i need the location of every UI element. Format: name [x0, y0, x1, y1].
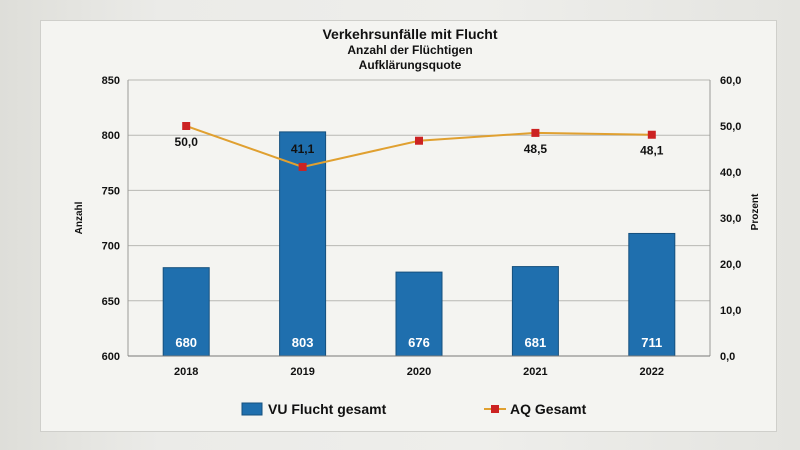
line-data-label: 48,1: [640, 144, 664, 158]
y-axis-right-title: Prozent: [750, 193, 761, 230]
bar-data-label: 803: [292, 335, 314, 350]
bar-data-label: 711: [641, 335, 662, 350]
y-tick-left: 700: [102, 241, 120, 253]
x-tick-label: 2020: [407, 366, 431, 378]
line-data-label: 48,5: [524, 142, 548, 156]
axes: 600 650 700 750 800 850 0,0 10,0 20,0 30,0 40,0 50,…: [102, 75, 742, 378]
legend-label-line: AQ Gesamt: [510, 401, 587, 417]
y-tick-right: 30,0: [720, 213, 741, 225]
line-marker: [182, 122, 191, 130]
chart-subtitle-1: Anzahl der Flüchtigen: [347, 43, 472, 57]
y-axis-left-title: Anzahl: [74, 201, 85, 234]
y-tick-left: 600: [102, 351, 120, 363]
chart-subtitle-2: Aufklärungsquote: [359, 58, 462, 72]
bar: [511, 266, 559, 357]
x-tick-label: 2021: [523, 366, 547, 378]
bar-data-label: 676: [408, 335, 430, 350]
y-tick-right: 50,0: [720, 121, 741, 133]
x-tick-label: 2018: [174, 366, 198, 378]
y-tick-right: 20,0: [720, 259, 741, 271]
bar: [395, 271, 443, 357]
legend-bar-swatch: [241, 402, 263, 416]
bar-data-label: 680: [175, 335, 197, 350]
chart-title: Verkehrsunfälle mit Flucht: [322, 26, 497, 42]
chart-panel: [40, 20, 777, 432]
line-data-label: 50,0: [175, 135, 199, 149]
y-tick-right: 0,0: [720, 351, 735, 363]
line-path: [185, 125, 652, 168]
bar: [628, 232, 676, 357]
bar: [162, 267, 210, 357]
legend-line-marker: [491, 405, 499, 413]
y-tick-right: 10,0: [720, 305, 741, 317]
y-tick-left: 850: [102, 75, 120, 87]
line-series: 50,0 41,1 48,5 48,1: [175, 122, 664, 171]
line-marker: [531, 128, 540, 137]
line-marker: [298, 162, 307, 171]
x-tick-label: 2019: [290, 366, 314, 378]
y-tick-left: 800: [102, 130, 120, 142]
legend-label-bars: VU Flucht gesamt: [268, 401, 387, 417]
y-tick-left: 650: [102, 296, 120, 308]
line-data-label: 41,1: [291, 142, 315, 156]
y-tick-left: 750: [102, 185, 120, 197]
legend: VU Flucht gesamt AQ Gesamt: [241, 401, 587, 417]
line-marker: [415, 136, 423, 145]
y-tick-right: 60,0: [720, 75, 741, 87]
bar-series: 680 803 676 681 711: [162, 131, 676, 357]
line-marker: [647, 130, 656, 139]
x-tick-label: 2022: [640, 366, 664, 378]
y-tick-right: 40,0: [720, 167, 741, 179]
bar-data-label: 681: [525, 335, 547, 350]
